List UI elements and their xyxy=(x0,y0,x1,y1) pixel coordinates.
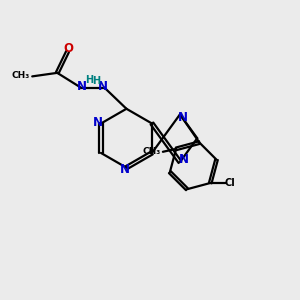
Text: N: N xyxy=(178,153,188,166)
Text: CH₃: CH₃ xyxy=(12,71,30,80)
Text: N: N xyxy=(77,80,87,93)
Text: N: N xyxy=(120,163,130,176)
Text: H: H xyxy=(92,76,100,86)
Text: H: H xyxy=(85,75,93,85)
Text: N: N xyxy=(98,80,108,93)
Text: Cl: Cl xyxy=(224,178,235,188)
Text: CH₃: CH₃ xyxy=(142,147,160,156)
Text: N: N xyxy=(92,116,102,129)
Text: N: N xyxy=(178,111,188,124)
Text: O: O xyxy=(63,42,73,55)
